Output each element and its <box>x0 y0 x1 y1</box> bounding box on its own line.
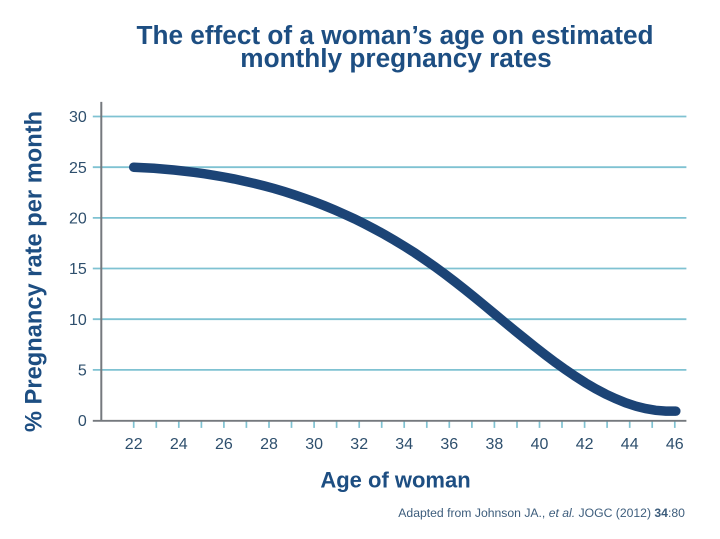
svg-text:15: 15 <box>69 261 87 278</box>
svg-text:38: 38 <box>486 436 504 453</box>
svg-text:monthly pregnancy rates: monthly pregnancy rates <box>240 43 551 73</box>
svg-text:46: 46 <box>666 436 684 453</box>
svg-text:Adapted from Johnson JA., et a: Adapted from Johnson JA., et al. JOGC (2… <box>398 506 685 520</box>
svg-text:25: 25 <box>69 160 87 177</box>
svg-text:40: 40 <box>531 436 549 453</box>
svg-text:22: 22 <box>125 436 143 453</box>
svg-text:20: 20 <box>69 211 87 228</box>
svg-text:24: 24 <box>170 436 188 453</box>
svg-text:Age of woman: Age of woman <box>320 468 470 493</box>
svg-text:28: 28 <box>260 436 278 453</box>
svg-text:42: 42 <box>576 436 594 453</box>
svg-text:30: 30 <box>305 436 323 453</box>
svg-text:34: 34 <box>395 436 413 453</box>
svg-text:0: 0 <box>78 413 87 430</box>
svg-text:32: 32 <box>350 436 368 453</box>
svg-text:10: 10 <box>69 312 87 329</box>
svg-text:30: 30 <box>69 109 87 126</box>
svg-text:5: 5 <box>78 363 87 380</box>
svg-text:26: 26 <box>215 436 233 453</box>
svg-text:% Pregnancy rate per month: % Pregnancy rate per month <box>22 111 48 432</box>
svg-text:36: 36 <box>440 436 458 453</box>
svg-text:The effect of a woman’s age on: The effect of a woman’s age on estimated <box>136 20 653 50</box>
svg-text:44: 44 <box>621 436 639 453</box>
